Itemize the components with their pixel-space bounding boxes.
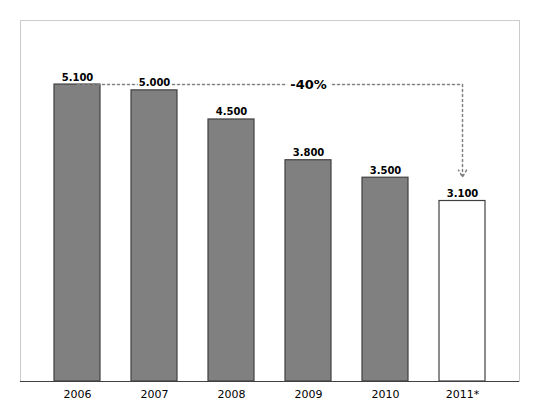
svg-text:2006: 2006 (64, 388, 92, 401)
svg-text:2007: 2007 (141, 388, 169, 401)
svg-text:2009: 2009 (295, 388, 323, 401)
svg-text:2011*: 2011* (446, 388, 480, 401)
svg-text:5.000: 5.000 (139, 77, 171, 88)
svg-text:-40%: -40% (290, 77, 327, 92)
svg-text:2010: 2010 (372, 388, 400, 401)
svg-text:5.100: 5.100 (62, 72, 94, 83)
svg-text:4.500: 4.500 (216, 106, 248, 117)
svg-text:2008: 2008 (218, 388, 246, 401)
svg-text:3.100: 3.100 (447, 188, 479, 199)
svg-text:3.500: 3.500 (370, 165, 402, 176)
svg-text:3.800: 3.800 (293, 147, 325, 158)
